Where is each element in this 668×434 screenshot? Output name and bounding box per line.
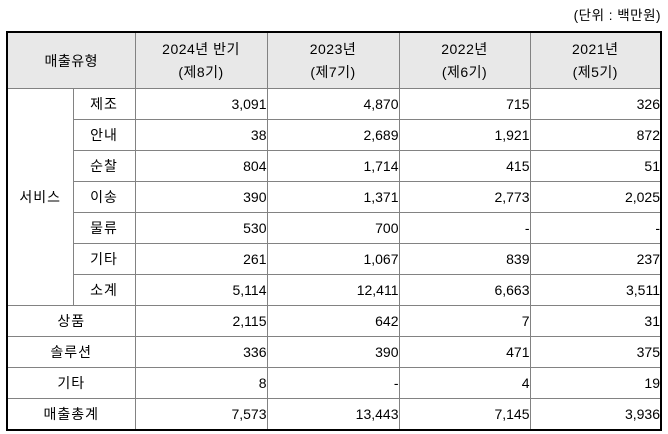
row-label: 매출총계 <box>6 398 136 431</box>
cell-value: 1,371 <box>266 181 400 213</box>
table-row-service-logistics: 물류 530 700 - - <box>7 212 662 244</box>
row-label: 소계 <box>72 274 136 306</box>
cell-value: 2,689 <box>266 119 400 151</box>
cell-value: - <box>529 212 662 244</box>
cell-value: 7,145 <box>398 398 531 431</box>
cell-value: 13,443 <box>266 398 400 431</box>
row-label: 상품 <box>6 305 136 337</box>
revenue-table: 매출유형 2024년 반기 (제8기) 2023년 (제7기) 2022년 (제… <box>6 31 662 431</box>
cell-value: 415 <box>398 150 531 182</box>
table-row-service-subtotal: 소계 5,114 12,411 6,663 3,511 <box>7 274 662 306</box>
column-header-2021-line2: (제5기) <box>572 63 618 80</box>
column-header-2024-line2: (제8기) <box>178 63 224 80</box>
cell-value: 38 <box>134 119 268 151</box>
cell-value: 7 <box>398 305 531 337</box>
cell-value: 2,115 <box>134 305 268 337</box>
cell-value: 4 <box>398 367 531 399</box>
table-row-goods: 상품 2,115 642 7 31 <box>6 305 662 337</box>
cell-value: 390 <box>134 181 268 213</box>
cell-value: 2,773 <box>398 181 531 213</box>
table-row-total: 매출총계 7,573 13,443 7,145 3,936 <box>6 398 662 431</box>
cell-value: - <box>398 212 531 244</box>
cell-value: 390 <box>266 336 400 368</box>
table-row-other: 기타 8 - 4 19 <box>6 367 662 399</box>
column-header-2021: 2021년 (제5기) <box>529 31 662 89</box>
cell-value: 5,114 <box>134 274 268 306</box>
cell-value: 3,936 <box>529 398 662 431</box>
cell-value: 12,411 <box>266 274 400 306</box>
column-header-2021-line1: 2021년 <box>571 40 619 57</box>
header-row: 매출유형 2024년 반기 (제8기) 2023년 (제7기) 2022년 (제… <box>6 31 662 89</box>
column-header-2024-line1: 2024년 반기 <box>162 40 240 57</box>
cell-value: 4,870 <box>266 88 400 120</box>
column-header-2022-line2: (제6기) <box>441 63 488 80</box>
cell-value: 7,573 <box>134 398 268 431</box>
cell-value: 336 <box>134 336 268 368</box>
table-row-service-transport: 이송 390 1,371 2,773 2,025 <box>7 181 662 213</box>
cell-value: - <box>266 367 400 399</box>
cell-value: 1,067 <box>266 243 400 275</box>
cell-value: 261 <box>134 243 268 275</box>
cell-value: 6,663 <box>398 274 531 306</box>
cell-value: 715 <box>398 88 531 120</box>
cell-value: 530 <box>134 212 268 244</box>
unit-label: (단위 : 백만원) <box>573 8 661 23</box>
column-header-2022-line1: 2022년 <box>441 40 488 57</box>
cell-value: 326 <box>529 88 662 120</box>
cell-value: 642 <box>266 305 400 337</box>
column-header-2024: 2024년 반기 (제8기) <box>134 31 268 89</box>
cell-value: 2,025 <box>529 181 662 213</box>
row-label: 솔루션 <box>6 336 136 368</box>
table-row-solution: 솔루션 336 390 471 375 <box>6 336 662 368</box>
row-label: 안내 <box>72 119 136 151</box>
row-label: 이송 <box>72 181 136 213</box>
cell-value: 237 <box>529 243 662 275</box>
column-header-2023-line2: (제7기) <box>310 63 356 80</box>
column-header-2023-line1: 2023년 <box>309 40 357 57</box>
cell-value: 839 <box>398 243 531 275</box>
row-label: 제조 <box>72 88 136 120</box>
cell-value: 1,714 <box>266 150 400 182</box>
row-group-label-service: 서비스 <box>6 88 74 306</box>
table-row-service-manufacturing: 서비스 제조 3,091 4,870 715 326 <box>6 88 662 306</box>
table-row-service-patrol: 순찰 804 1,714 415 51 <box>7 150 662 182</box>
cell-value: 375 <box>529 336 662 368</box>
cell-value: 8 <box>134 367 268 399</box>
column-header-2022: 2022년 (제6기) <box>398 31 531 89</box>
cell-value: 471 <box>398 336 531 368</box>
cell-value: 872 <box>529 119 662 151</box>
cell-value: 804 <box>134 150 268 182</box>
cell-value: 51 <box>529 150 662 182</box>
row-label: 순찰 <box>72 150 136 182</box>
cell-value: 19 <box>529 367 662 399</box>
cell-value: 700 <box>266 212 400 244</box>
row-label: 물류 <box>72 212 136 244</box>
column-header-sales-type: 매출유형 <box>6 31 136 89</box>
row-label: 기타 <box>72 243 136 275</box>
table-row-service-other: 기타 261 1,067 839 237 <box>7 243 662 275</box>
cell-value: 3,511 <box>529 274 662 306</box>
cell-value: 1,921 <box>398 119 531 151</box>
cell-value: 31 <box>529 305 662 337</box>
column-header-2023: 2023년 (제7기) <box>266 31 400 89</box>
cell-value: 3,091 <box>134 88 268 120</box>
table-row-service-guide: 안내 38 2,689 1,921 872 <box>7 119 662 151</box>
row-label: 기타 <box>6 367 136 399</box>
